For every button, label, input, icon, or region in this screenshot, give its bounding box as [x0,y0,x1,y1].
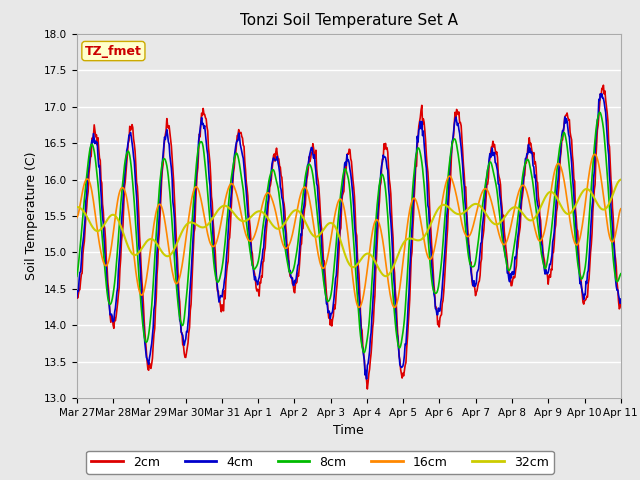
Y-axis label: Soil Temperature (C): Soil Temperature (C) [25,152,38,280]
X-axis label: Time: Time [333,424,364,437]
Title: Tonzi Soil Temperature Set A: Tonzi Soil Temperature Set A [240,13,458,28]
Text: TZ_fmet: TZ_fmet [85,45,142,58]
Legend: 2cm, 4cm, 8cm, 16cm, 32cm: 2cm, 4cm, 8cm, 16cm, 32cm [86,451,554,474]
